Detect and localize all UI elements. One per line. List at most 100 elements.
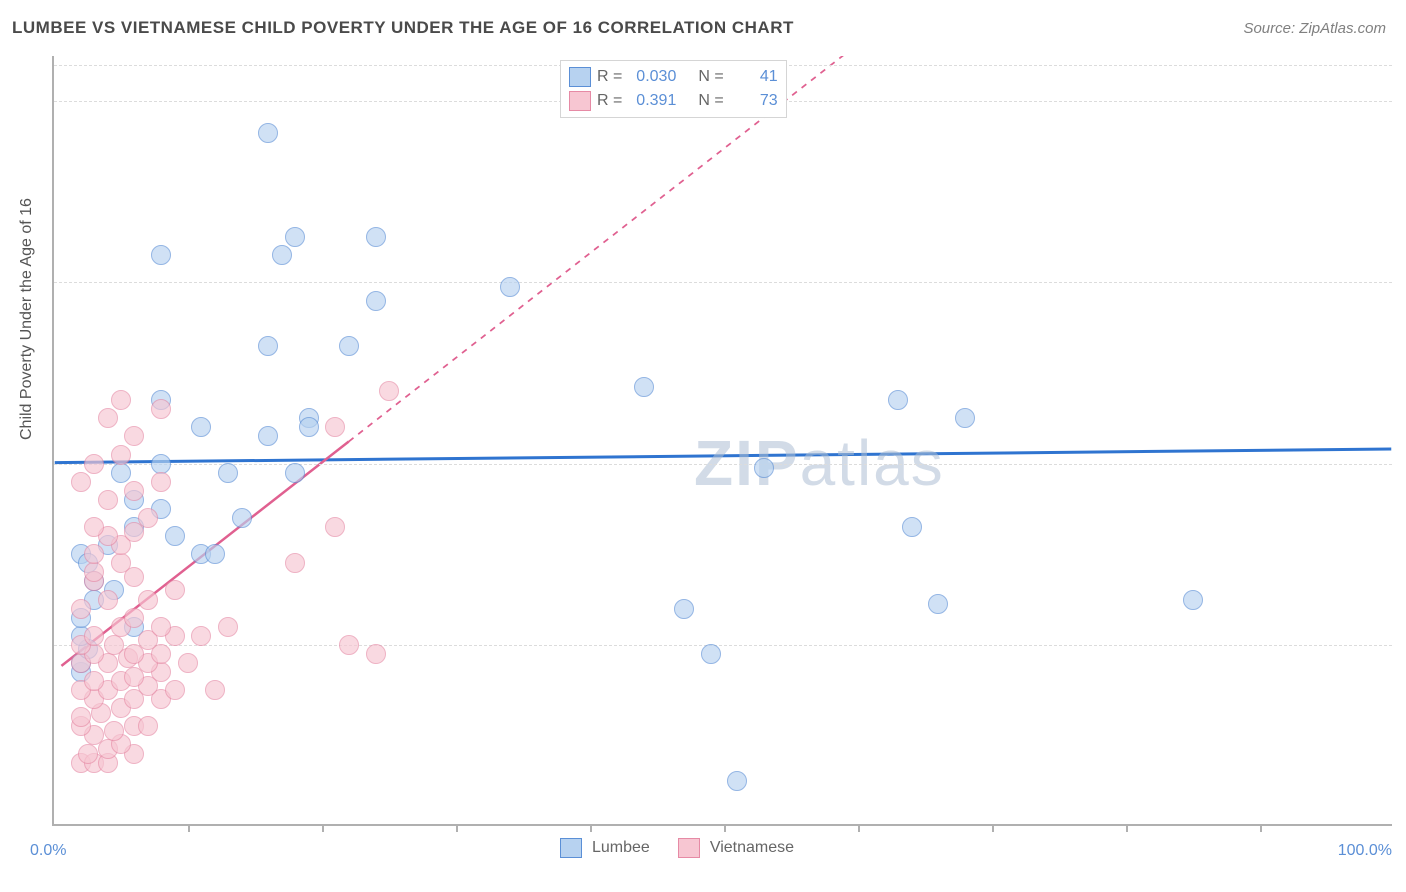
x-tick-mark: [858, 824, 860, 832]
legend-N-label: N =: [698, 68, 723, 86]
legend-R-value: 0.391: [628, 92, 676, 110]
data-point: [84, 454, 104, 474]
x-tick-mark: [724, 824, 726, 832]
legend-top: R =0.030N =41R =0.391N =73: [560, 60, 787, 118]
data-point: [111, 390, 131, 410]
legend-swatch: [560, 838, 582, 858]
data-point: [124, 608, 144, 628]
data-point: [634, 377, 654, 397]
data-point: [258, 426, 278, 446]
data-point: [379, 381, 399, 401]
data-point: [71, 707, 91, 727]
data-point: [84, 562, 104, 582]
data-point: [84, 517, 104, 537]
data-point: [902, 517, 922, 537]
y-tick-label: 20.0%: [1398, 636, 1406, 654]
data-point: [325, 417, 345, 437]
x-axis-min-label: 0.0%: [30, 842, 66, 860]
data-point: [205, 680, 225, 700]
data-point: [205, 544, 225, 564]
legend-series-label: Vietnamese: [710, 839, 794, 857]
trend-lines-layer: [54, 56, 1392, 824]
data-point: [84, 626, 104, 646]
y-axis-label: Child Poverty Under the Age of 16: [18, 198, 36, 440]
data-point: [124, 426, 144, 446]
data-point: [258, 336, 278, 356]
data-point: [165, 580, 185, 600]
y-tick-label: 80.0%: [1398, 92, 1406, 110]
data-point: [299, 417, 319, 437]
data-point: [111, 463, 131, 483]
legend-swatch: [569, 67, 591, 87]
data-point: [98, 590, 118, 610]
data-point: [218, 617, 238, 637]
data-point: [111, 445, 131, 465]
chart-title: LUMBEE VS VIETNAMESE CHILD POVERTY UNDER…: [12, 18, 794, 38]
legend-N-value: 73: [730, 92, 778, 110]
data-point: [151, 245, 171, 265]
data-point: [727, 771, 747, 791]
y-tick-label: 60.0%: [1398, 273, 1406, 291]
legend-R-label: R =: [597, 92, 622, 110]
data-point: [218, 463, 238, 483]
x-tick-mark: [456, 824, 458, 832]
data-point: [178, 653, 198, 673]
data-point: [285, 463, 305, 483]
data-point: [258, 123, 278, 143]
legend-series-label: Lumbee: [592, 839, 650, 857]
data-point: [888, 390, 908, 410]
data-point: [339, 336, 359, 356]
data-point: [151, 399, 171, 419]
legend-N-value: 41: [730, 68, 778, 86]
data-point: [285, 553, 305, 573]
legend-swatch: [569, 91, 591, 111]
x-tick-mark: [1126, 824, 1128, 832]
data-point: [165, 526, 185, 546]
data-point: [165, 680, 185, 700]
data-point: [701, 644, 721, 664]
y-tick-label: 40.0%: [1398, 455, 1406, 473]
x-tick-mark: [1260, 824, 1262, 832]
legend-R-label: R =: [597, 68, 622, 86]
gridline: [54, 464, 1392, 465]
data-point: [78, 744, 98, 764]
data-point: [84, 544, 104, 564]
data-point: [674, 599, 694, 619]
data-point: [138, 590, 158, 610]
data-point: [151, 454, 171, 474]
data-point: [151, 617, 171, 637]
data-point: [191, 417, 211, 437]
data-point: [98, 490, 118, 510]
legend-stats-row: R =0.030N =41: [569, 65, 778, 89]
data-point: [339, 635, 359, 655]
data-point: [285, 227, 305, 247]
legend-swatch: [678, 838, 700, 858]
x-tick-mark: [992, 824, 994, 832]
data-point: [138, 508, 158, 528]
x-tick-mark: [322, 824, 324, 832]
data-point: [138, 716, 158, 736]
data-point: [191, 626, 211, 646]
data-point: [111, 553, 131, 573]
legend-stats-row: R = 0.391 N = 73: [569, 89, 778, 113]
data-point: [104, 635, 124, 655]
gridline: [54, 645, 1392, 646]
data-point: [272, 245, 292, 265]
legend-bottom: Lumbee Vietnamese: [560, 838, 812, 858]
gridline: [54, 282, 1392, 283]
data-point: [71, 472, 91, 492]
data-point: [366, 644, 386, 664]
data-point: [1183, 590, 1203, 610]
data-point: [928, 594, 948, 614]
x-tick-mark: [188, 824, 190, 832]
legend-N-label: N =: [698, 92, 723, 110]
data-point: [151, 472, 171, 492]
data-point: [98, 408, 118, 428]
data-point: [325, 517, 345, 537]
data-point: [366, 291, 386, 311]
data-point: [500, 277, 520, 297]
data-point: [754, 458, 774, 478]
data-point: [71, 599, 91, 619]
data-point: [104, 721, 124, 741]
x-axis-max-label: 100.0%: [1338, 842, 1392, 860]
